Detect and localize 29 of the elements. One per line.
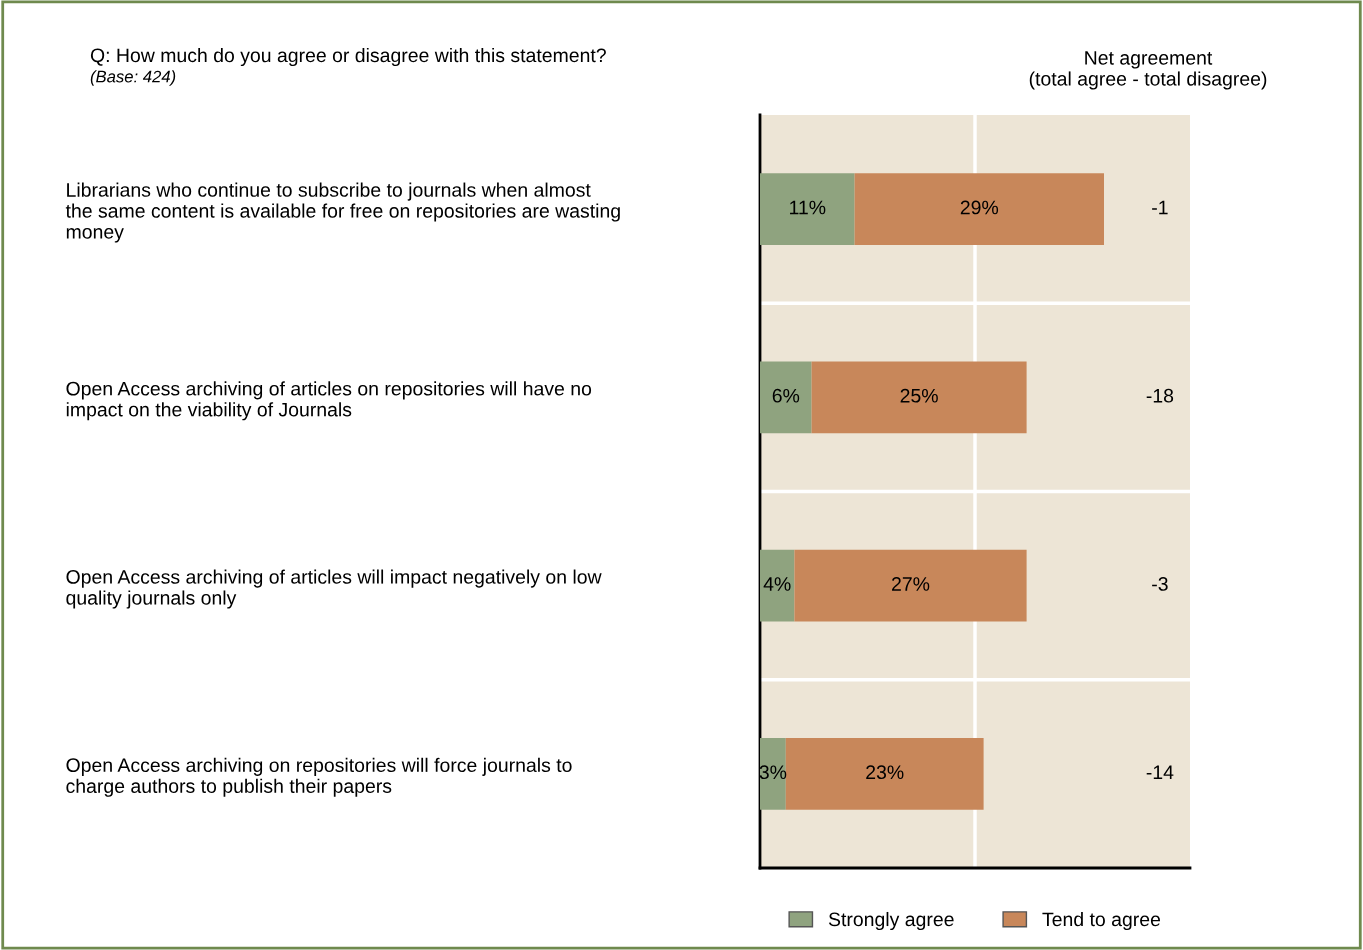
bar [760, 361, 812, 434]
text: Q: How much do you agree or disagree with this statement? [90, 47, 606, 67]
bar [760, 549, 795, 622]
bar [854, 173, 1104, 245]
data-label: 29% [960, 200, 999, 215]
data-label: 25% [900, 388, 938, 403]
y-tick-label: Librarians who continue to subscribe to journals when almost the same content is available for free on repositories are wasting money [65, 182, 620, 243]
y-tick-label: Open Access archiving on repositories will force journals to charge authors to publish their papers [66, 757, 572, 797]
bar [760, 173, 855, 245]
text: (Base: 424) [90, 70, 176, 86]
text: Net agreement (total agree - total disagree) [1029, 51, 1267, 90]
bar [811, 361, 1027, 434]
data-label: 3% [759, 765, 787, 780]
data-label: 6% [772, 388, 800, 403]
y-tick-label: Open Access archiving of articles on repositories will have no impact on the viability of Journals [66, 381, 592, 421]
y-tick-label: Open Access archiving of articles will impact negatively on low quality journals only [66, 569, 602, 609]
data-label: 4% [763, 577, 791, 591]
data-label: 23% [866, 765, 904, 780]
legend-label: Tend to agree [1042, 911, 1161, 931]
annotation: -14 [1146, 765, 1174, 779]
annotation: -1 [1152, 200, 1168, 215]
bar [785, 738, 984, 810]
annotation: -18 [1146, 388, 1174, 403]
bar [794, 549, 1027, 622]
data-label: 11% [790, 200, 826, 215]
annotation: -3 [1152, 577, 1168, 591]
legend-label: Strongly agree [828, 911, 954, 931]
data-label: 27% [892, 577, 930, 591]
bar [760, 738, 786, 810]
